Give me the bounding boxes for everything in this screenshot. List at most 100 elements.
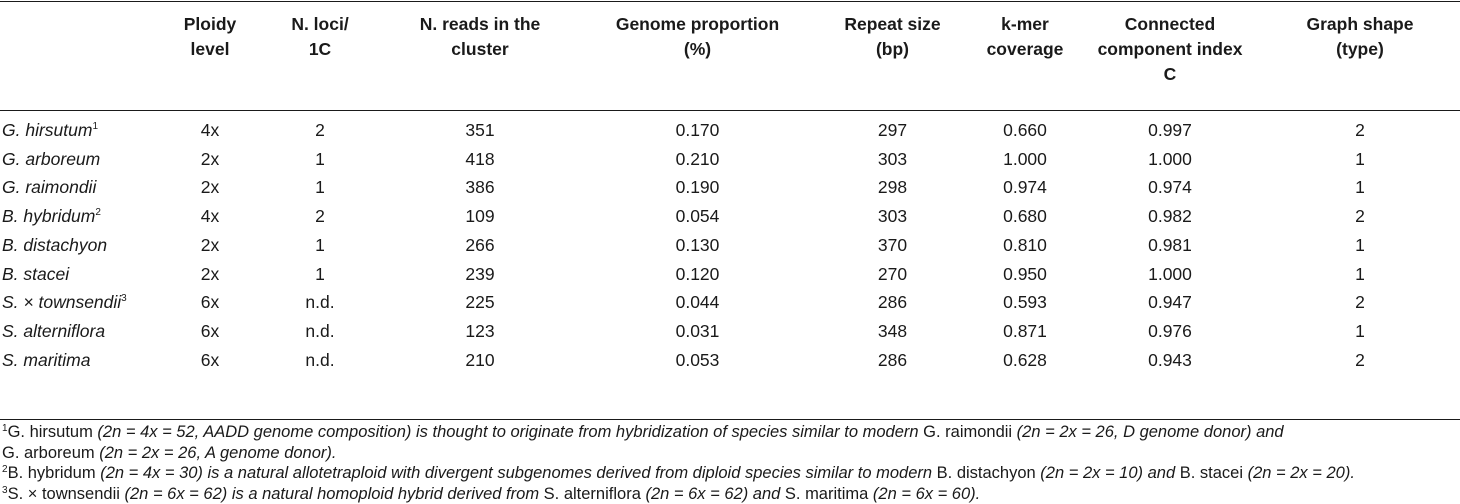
column-header-text: k-mer [1001,14,1049,34]
column-header-text: Repeat size [844,14,940,34]
footnote-species: S. maritima [785,485,868,503]
footnote-text: (2n = 4x = 30) is a natural allotetraplo… [96,464,937,482]
cell-repeat-size: 303 [815,202,970,231]
cell-loci: 1 [260,173,380,202]
cell-graph-type: 2 [1260,110,1460,145]
cell-kmer: 0.950 [970,260,1080,289]
cell-cci: 0.943 [1080,346,1260,375]
footnote-marker: 1 [92,121,98,132]
footnote-2: 2B. hybridum (2n = 4x = 30) is a natural… [2,463,1458,484]
cell-kmer: 0.628 [970,346,1080,375]
footnote-species: B. stacei [1180,464,1243,482]
footnote-text: (2n = 2x = 26, D genome donor) and [1012,423,1284,441]
species-cell: B. hybridum2 [0,202,160,231]
column-header-text: Connected [1125,14,1215,34]
cell-graph-type: 1 [1260,145,1460,174]
cell-repeat-size: 348 [815,317,970,346]
cell-ploidy: 6x [160,288,260,317]
cell-kmer: 0.593 [970,288,1080,317]
species-name: S. maritima [2,350,90,370]
cell-reads: 123 [380,317,580,346]
footnote-species: G. arboreum [2,444,95,462]
cell-cci: 0.974 [1080,173,1260,202]
footnote-text: (2n = 2x = 26, A genome donor). [95,444,337,462]
species-name: S. × townsendii [2,292,121,312]
cell-ploidy: 2x [160,145,260,174]
column-header-text: (%) [684,39,711,59]
species-cell: B. distachyon [0,231,160,260]
species-name: B. hybridum [2,206,95,226]
top-rule [0,1,1460,2]
cell-cci: 0.997 [1080,110,1260,145]
species-cell: S. alterniflora [0,317,160,346]
cell-loci: n.d. [260,317,380,346]
cell-loci: n.d. [260,288,380,317]
bottom-rule [0,419,1460,420]
cell-kmer: 0.660 [970,110,1080,145]
footnotes: 1G. hirsutum (2n = 4x = 52, AADD genome … [2,422,1458,504]
cell-kmer: 0.974 [970,173,1080,202]
cell-repeat-size: 370 [815,231,970,260]
cell-ploidy: 4x [160,110,260,145]
cell-reads: 351 [380,110,580,145]
cell-genome-prop: 0.054 [580,202,815,231]
cell-kmer: 0.810 [970,231,1080,260]
cell-ploidy: 4x [160,202,260,231]
cell-loci: 2 [260,110,380,145]
footnote-species: B. hybridum [8,464,96,482]
footnote-text: (2n = 6x = 60). [868,485,980,503]
species-name: S. alterniflora [2,321,105,341]
cell-reads: 418 [380,145,580,174]
cell-loci: 2 [260,202,380,231]
cell-repeat-size: 298 [815,173,970,202]
cell-cci: 0.947 [1080,288,1260,317]
column-header-text: (bp) [876,39,909,59]
column-header-text: 1C [309,39,331,59]
cell-cci: 0.982 [1080,202,1260,231]
column-header: Genome proportion(%) [580,12,815,110]
cell-graph-type: 1 [1260,231,1460,260]
footnote-text: (2n = 2x = 10) and [1036,464,1180,482]
cell-ploidy: 2x [160,231,260,260]
cell-repeat-size: 303 [815,145,970,174]
footnote-1: 1G. hirsutum (2n = 4x = 52, AADD genome … [2,422,1458,443]
cell-cci: 1.000 [1080,145,1260,174]
cell-repeat-size: 297 [815,110,970,145]
footnote-species: G. raimondii [923,423,1012,441]
column-header-text: level [191,39,230,59]
cell-reads: 266 [380,231,580,260]
species-cell: G. arboreum [0,145,160,174]
cell-graph-type: 1 [1260,260,1460,289]
cell-reads: 109 [380,202,580,231]
footnote-text: (2n = 2x = 20). [1243,464,1355,482]
cell-genome-prop: 0.130 [580,231,815,260]
cell-loci: n.d. [260,346,380,375]
column-header: N. loci/1C [260,12,380,110]
cell-genome-prop: 0.044 [580,288,815,317]
cell-graph-type: 2 [1260,288,1460,317]
cell-genome-prop: 0.210 [580,145,815,174]
cell-cci: 1.000 [1080,260,1260,289]
cell-kmer: 1.000 [970,145,1080,174]
column-header-text: N. loci/ [291,14,348,34]
column-header-text: C [1164,64,1177,84]
cell-genome-prop: 0.120 [580,260,815,289]
cell-loci: 1 [260,231,380,260]
footnote-marker: 2 [95,207,101,218]
footnote-species: S. × townsendii [8,485,120,503]
cell-graph-type: 1 [1260,173,1460,202]
cell-graph-type: 2 [1260,202,1460,231]
cell-repeat-size: 270 [815,260,970,289]
species-cell: B. stacei [0,260,160,289]
column-header-text: N. reads in the [420,14,541,34]
